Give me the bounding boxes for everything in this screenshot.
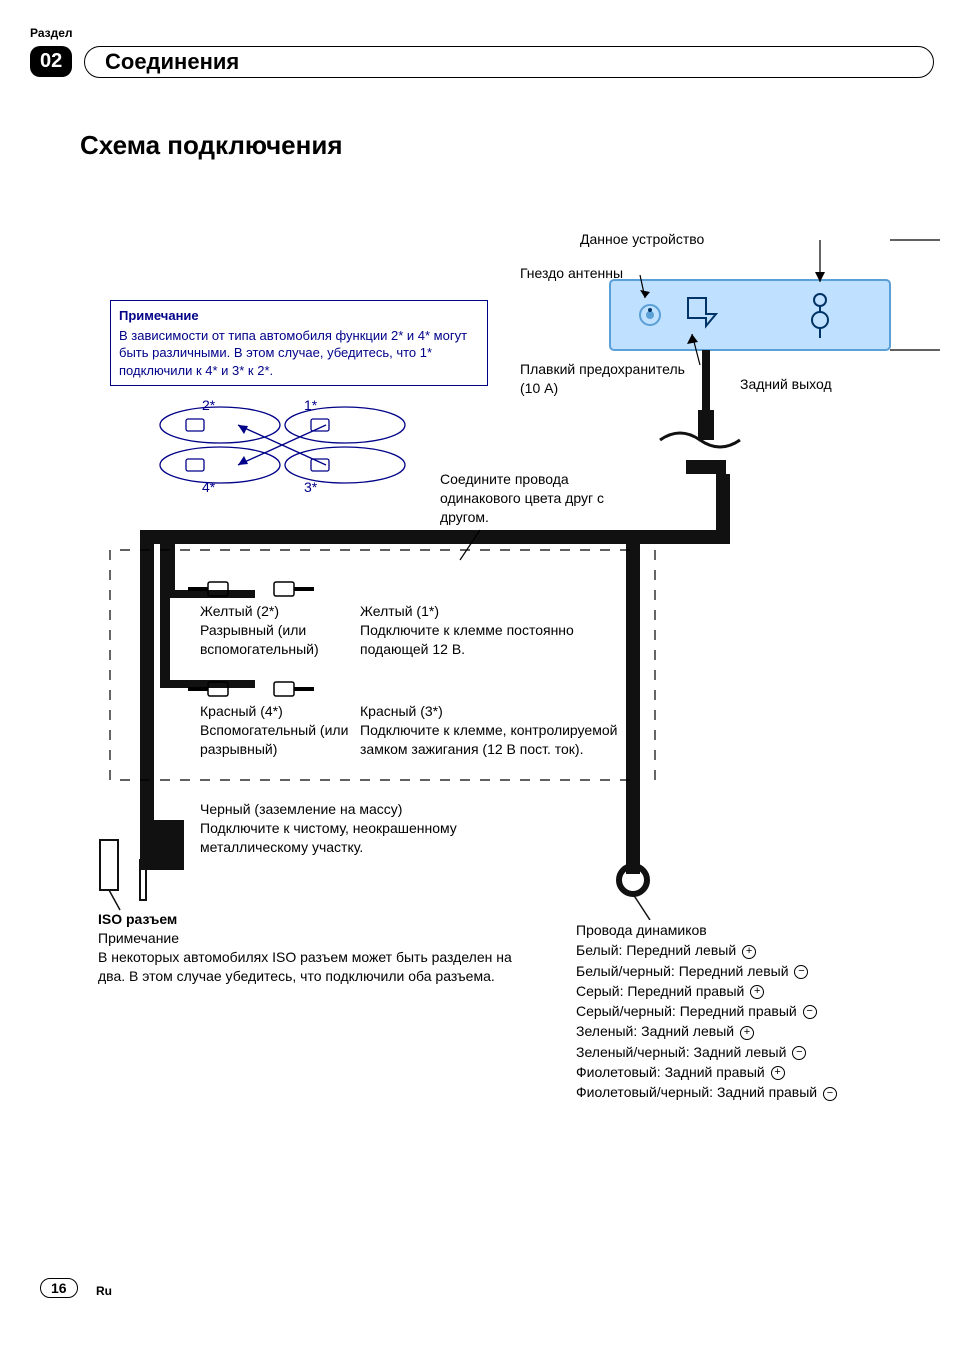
yellow-left-title: Желтый (2*) xyxy=(200,603,279,619)
speaker-wire-label: Серый: Передний правый xyxy=(576,983,748,999)
speaker-wire-item: Фиолетовый: Задний правый + xyxy=(576,1062,946,1082)
red-right-body: Подключите к клемме, контролируемой замк… xyxy=(360,722,617,757)
speaker-wire-item: Фиолетовый/черный: Задний правый − xyxy=(576,1082,946,1102)
speaker-wire-item: Зеленый/черный: Задний левый − xyxy=(576,1042,946,1062)
polarity-plus-icon: + xyxy=(750,985,764,999)
iso-note-label: Примечание xyxy=(98,930,179,946)
section-badge: 02 xyxy=(30,46,72,77)
wire-match-instruction: Соедините провода одинакового цвета друг… xyxy=(440,470,630,527)
red-left-body: Вспомогательный (или разрывный) xyxy=(200,722,348,757)
rear-out-label: Задний выход xyxy=(740,375,832,394)
polarity-minus-icon: − xyxy=(794,965,808,979)
yellow-left-body: Разрывный (или вспомогательный) xyxy=(200,622,319,657)
iso-body: В некоторых автомобилях ISO разъем может… xyxy=(98,949,512,984)
connector-swap-icon xyxy=(160,407,405,483)
speaker-wire-item: Серый/черный: Передний правый − xyxy=(576,1001,946,1021)
conn-3-label: 3* xyxy=(304,478,317,497)
polarity-plus-icon: + xyxy=(740,1026,754,1040)
section-label: Раздел xyxy=(30,26,73,40)
polarity-plus-icon: + xyxy=(771,1066,785,1080)
lang-code: Ru xyxy=(96,1284,112,1298)
yellow-right: Желтый (1*) Подключите к клемме постоянн… xyxy=(360,602,580,659)
speaker-wire-label: Серый/черный: Передний правый xyxy=(576,1003,801,1019)
speaker-wires-items: Белый: Передний левый +Белый/черный: Пер… xyxy=(576,940,946,1102)
conn-2-label: 2* xyxy=(202,396,215,415)
page-number: 16 xyxy=(40,1278,78,1298)
speaker-wire-label: Белый: Передний левый xyxy=(576,942,740,958)
polarity-plus-icon: + xyxy=(742,945,756,959)
speaker-wire-label: Белый/черный: Передний левый xyxy=(576,963,792,979)
antenna-label: Гнездо антенны xyxy=(520,264,623,283)
main-title: Схема подключения xyxy=(80,130,343,161)
speaker-wires-block: Провода динамиков Белый: Передний левый … xyxy=(576,920,946,1103)
black-ground: Черный (заземление на массу) Подключите … xyxy=(200,800,520,857)
yellow-right-body: Подключите к клемме постоянно подающей 1… xyxy=(360,622,574,657)
black-body: Подключите к чистому, неокрашенному мета… xyxy=(200,820,457,855)
speaker-wire-item: Белый/черный: Передний левый − xyxy=(576,961,946,981)
speaker-wires-title: Провода динамиков xyxy=(576,920,946,940)
red-right: Красный (3*) Подключите к клемме, контро… xyxy=(360,702,660,759)
speaker-wire-label: Зеленый/черный: Задний левый xyxy=(576,1044,790,1060)
red-left-title: Красный (4*) xyxy=(200,703,283,719)
speaker-wire-label: Зеленый: Задний левый xyxy=(576,1023,738,1039)
conn-4-label: 4* xyxy=(202,478,215,497)
conn-1-label: 1* xyxy=(304,396,317,415)
head-unit-icon xyxy=(610,280,890,350)
speaker-wire-label: Фиолетовый: Задний правый xyxy=(576,1064,769,1080)
speaker-wire-item: Белый: Передний левый + xyxy=(576,940,946,960)
speaker-wire-item: Зеленый: Задний левый + xyxy=(576,1021,946,1041)
speaker-wire-item: Серый: Передний правый + xyxy=(576,981,946,1001)
polarity-minus-icon: − xyxy=(803,1005,817,1019)
yellow-right-title: Желтый (1*) xyxy=(360,603,439,619)
iso-title: ISO разъем xyxy=(98,911,177,927)
page: Раздел 02 Соединения Схема подключения П… xyxy=(0,0,954,1352)
red-left: Красный (4*) Вспомогательный (или разрыв… xyxy=(200,702,350,759)
speaker-wire-label: Фиолетовый/черный: Задний правый xyxy=(576,1084,821,1100)
section-title: Соединения xyxy=(84,46,934,78)
device-label: Данное устройство xyxy=(580,230,704,249)
red-right-title: Красный (3*) xyxy=(360,703,443,719)
yellow-left: Желтый (2*) Разрывный (или вспомогательн… xyxy=(200,602,350,659)
wiring-diagram: Примечание В зависимости от типа автомоб… xyxy=(80,200,950,1140)
polarity-minus-icon: − xyxy=(792,1046,806,1060)
polarity-minus-icon: − xyxy=(823,1087,837,1101)
black-title: Черный (заземление на массу) xyxy=(200,801,402,817)
fuse-label: Плавкий предохранитель (10 А) xyxy=(520,360,700,398)
iso-block: ISO разъем Примечание В некоторых автомо… xyxy=(98,910,518,986)
